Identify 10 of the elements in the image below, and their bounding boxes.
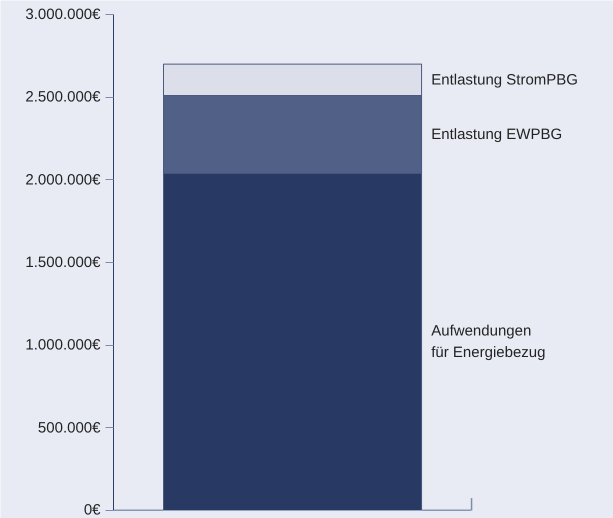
y-tick-label: 2.500.000€	[25, 88, 102, 106]
y-tick-label: 0€	[84, 502, 102, 518]
y-tick-label: 1.500.000€	[25, 254, 102, 271]
y-tick-label: 2.000.000€	[25, 171, 102, 188]
y-tick-label: 1.000.000€	[25, 336, 102, 354]
series-label: Entlastung StromPBG	[431, 71, 578, 88]
series-label: Entlastung EWPBG	[431, 126, 562, 143]
y-tick-label: 3.000.000€	[25, 6, 102, 23]
y-tick-label: 500.000€	[38, 419, 102, 436]
series-label: Aufwendungen für Energiebezug	[431, 322, 546, 361]
